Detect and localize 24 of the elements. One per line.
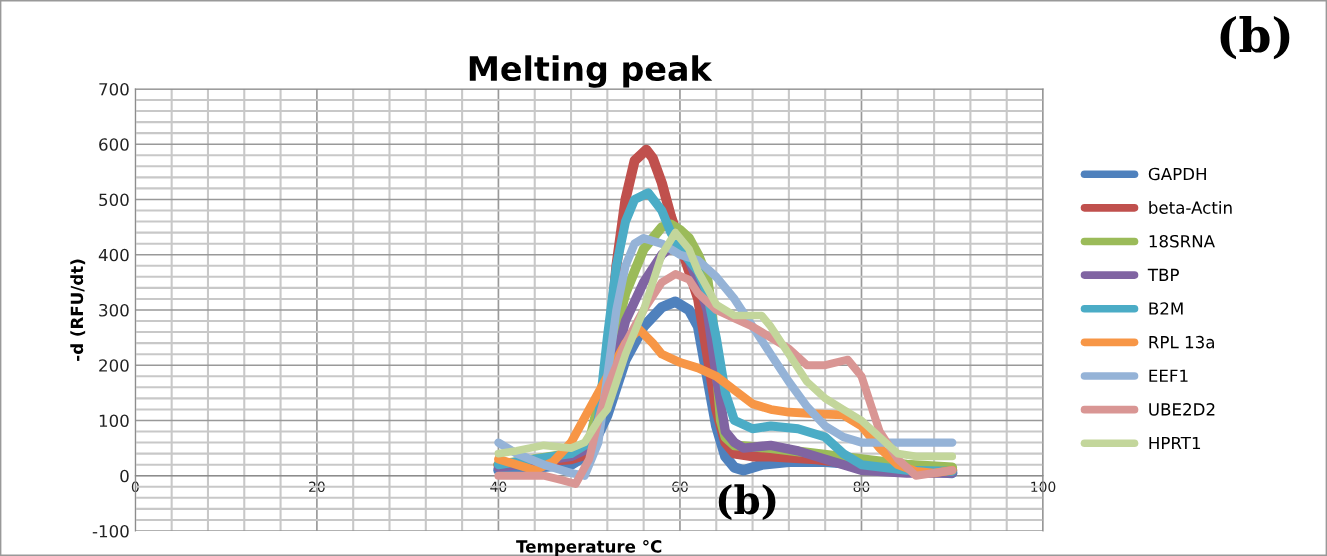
y-tick-label: 500 [99, 193, 129, 207]
x-tick-label: 100 [1031, 481, 1056, 493]
chart-title: Melting peak [469, 55, 713, 88]
y-tick-label: -100 [92, 524, 129, 538]
legend-label: beta-Actin [1149, 201, 1232, 214]
legend-label: UBE2D2 [1149, 403, 1215, 416]
annotation: (b) [718, 484, 776, 520]
y-tick-label: 200 [99, 359, 129, 372]
y-tick-label: 300 [99, 303, 129, 317]
y-axis-title: -d (RFU/dt) [70, 259, 86, 361]
x-axis-title: Temperature °C [516, 540, 662, 556]
legend-label: HPRT1 [1149, 436, 1201, 450]
legend-label: B2M [1149, 302, 1183, 315]
legend-label: EEF1 [1149, 369, 1188, 382]
y-tick-label: 0 [120, 469, 129, 483]
legend-label: 18SRNA [1149, 234, 1215, 248]
legend-label: GAPDH [1148, 167, 1206, 181]
y-tick-label: 100 [99, 414, 129, 428]
y-tick-label: 700 [99, 82, 129, 96]
legend-label: TBP [1147, 268, 1179, 281]
y-tick-label: 600 [99, 138, 129, 151]
text: (b) [1220, 16, 1290, 60]
legend-label: RPL 13a [1149, 335, 1214, 349]
y-tick-label: 400 [98, 248, 129, 262]
